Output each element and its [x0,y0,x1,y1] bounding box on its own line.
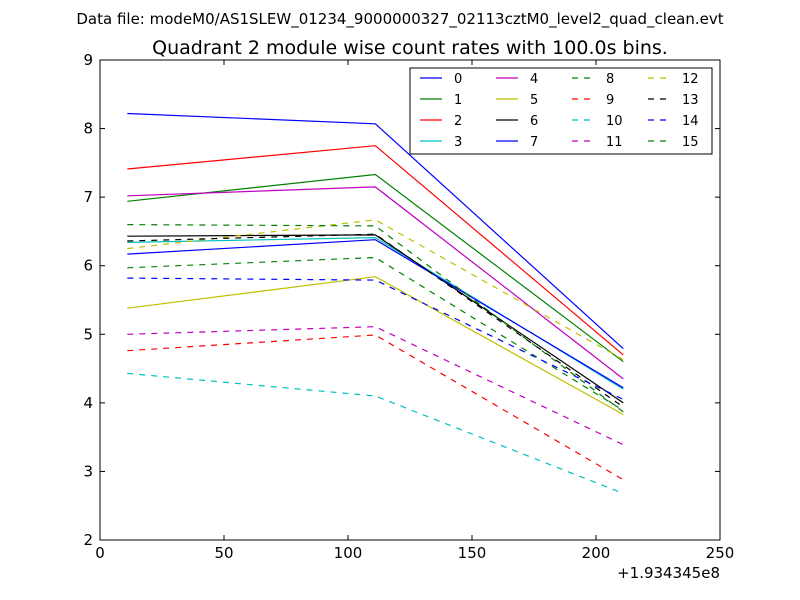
x-tick-label: 150 [458,544,487,562]
chart-title: Quadrant 2 module wise count rates with … [152,37,668,59]
legend-label-11: 11 [606,135,623,150]
legend-label-1: 1 [454,93,462,108]
x-tick-label: 250 [706,544,735,562]
legend-label-7: 7 [530,135,538,150]
y-tick-label: 9 [83,51,93,69]
y-tick-label: 2 [83,531,93,549]
series-line-4 [127,186,624,380]
series-layer [127,112,624,494]
legend-box [409,67,713,155]
legend-label-0: 0 [454,72,462,87]
y-tick-label: 7 [83,188,93,206]
legend-label-13: 13 [682,93,699,108]
chart-suptitle: Data file: modeM0/AS1SLEW_01234_90000003… [76,10,723,29]
y-tick-label: 3 [83,462,93,480]
x-tick-label: 200 [582,544,611,562]
legend-label-4: 4 [530,72,538,87]
legend-label-9: 9 [606,93,614,108]
x-tick-label: 0 [95,544,105,562]
legend-label-2: 2 [454,114,462,129]
x-tick-label: 50 [214,544,233,562]
legend-label-12: 12 [682,72,699,87]
series-line-13 [127,233,624,408]
legend-label-15: 15 [682,135,699,150]
y-tick-label: 6 [83,257,93,275]
series-line-7 [127,239,624,389]
x-tick-label: 100 [334,544,363,562]
legend-label-5: 5 [530,93,538,108]
series-line-2 [127,145,624,356]
legend-label-8: 8 [606,72,614,87]
y-tick-label: 8 [83,120,93,138]
series-line-0 [127,112,624,350]
y-tick-label: 4 [83,394,93,412]
series-line-5 [127,276,624,416]
plot-frame [99,59,721,541]
y-tick-label: 5 [83,325,93,343]
legend-label-14: 14 [682,114,699,129]
legend-label-10: 10 [606,114,623,129]
legend-label-3: 3 [454,135,462,150]
x-offset-label: +1.934345e8 [617,564,720,582]
legend-label-6: 6 [530,114,538,129]
series-line-6 [127,234,624,404]
